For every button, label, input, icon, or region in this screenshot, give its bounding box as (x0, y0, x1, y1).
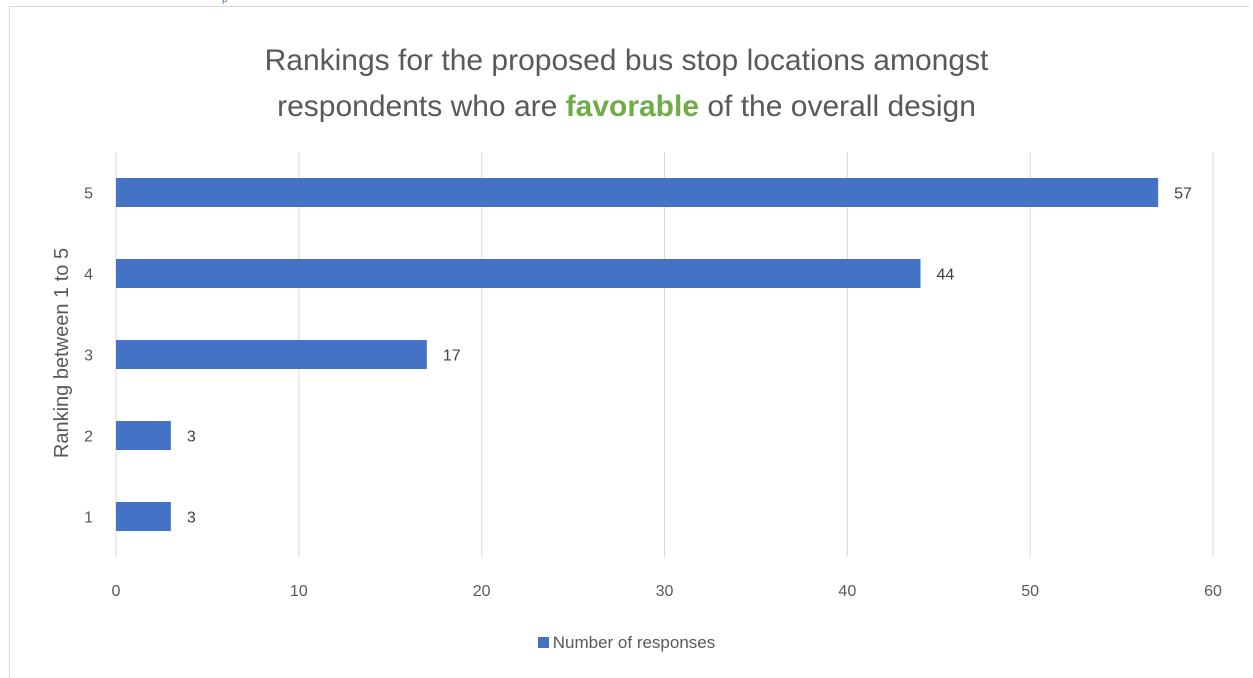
y-tick-label-5: 5 (84, 186, 93, 203)
data-label-ranking-3: 17 (443, 348, 461, 365)
y-tick-label-3: 3 (84, 348, 93, 365)
x-tick-label-0: 0 (112, 583, 121, 600)
x-tick-label-30: 30 (656, 583, 674, 600)
chart-title-line-1: Rankings for the proposed bus stop locat… (264, 44, 989, 77)
data-label-ranking-1: 3 (187, 510, 196, 527)
labels: 0 10 20 30 40 50 601 32 33 174 445 57 (84, 186, 1222, 601)
data-label-ranking-4: 44 (936, 267, 954, 284)
x-tick-label-60: 60 (1204, 583, 1222, 600)
legend-label: Number of responses (552, 633, 716, 652)
bar-ranking-3 (116, 340, 427, 369)
y-tick-label-2: 2 (84, 429, 93, 446)
y-tick-label-1: 1 (84, 510, 93, 527)
bar-ranking-1 (116, 502, 171, 531)
chart-title-line-2-start: respondents who are (277, 90, 566, 123)
chart-title-emphasis: favorable (565, 90, 700, 123)
legend-swatch (537, 637, 549, 649)
y-axis-title: Ranking between 1 to 5 (51, 248, 73, 458)
x-tick-label-50: 50 (1021, 583, 1039, 600)
x-tick-label-20: 20 (473, 583, 491, 600)
chart-title-line-2: respondents who are favorable of the ove… (0, 84, 1253, 130)
y-tick-label-4: 4 (84, 267, 93, 284)
chart-frame (9, 6, 1249, 678)
cropped-header-fragment: p (0, 0, 230, 6)
data-label-ranking-2: 3 (187, 429, 196, 446)
bar-ranking-4 (116, 259, 921, 288)
bar-ranking-2 (116, 421, 171, 450)
legend: Number of responses (0, 633, 1253, 653)
chart-title: Rankings for the proposed bus stop locat… (0, 38, 1253, 130)
chart-title-line-2-end: of the overall design (699, 90, 976, 123)
bars (116, 178, 1159, 531)
bar-ranking-5 (116, 178, 1159, 207)
cropped-text-mark: p (222, 0, 228, 5)
x-tick-label-40: 40 (838, 583, 856, 600)
x-tick-label-10: 10 (290, 583, 308, 600)
data-label-ranking-5: 57 (1174, 186, 1192, 203)
